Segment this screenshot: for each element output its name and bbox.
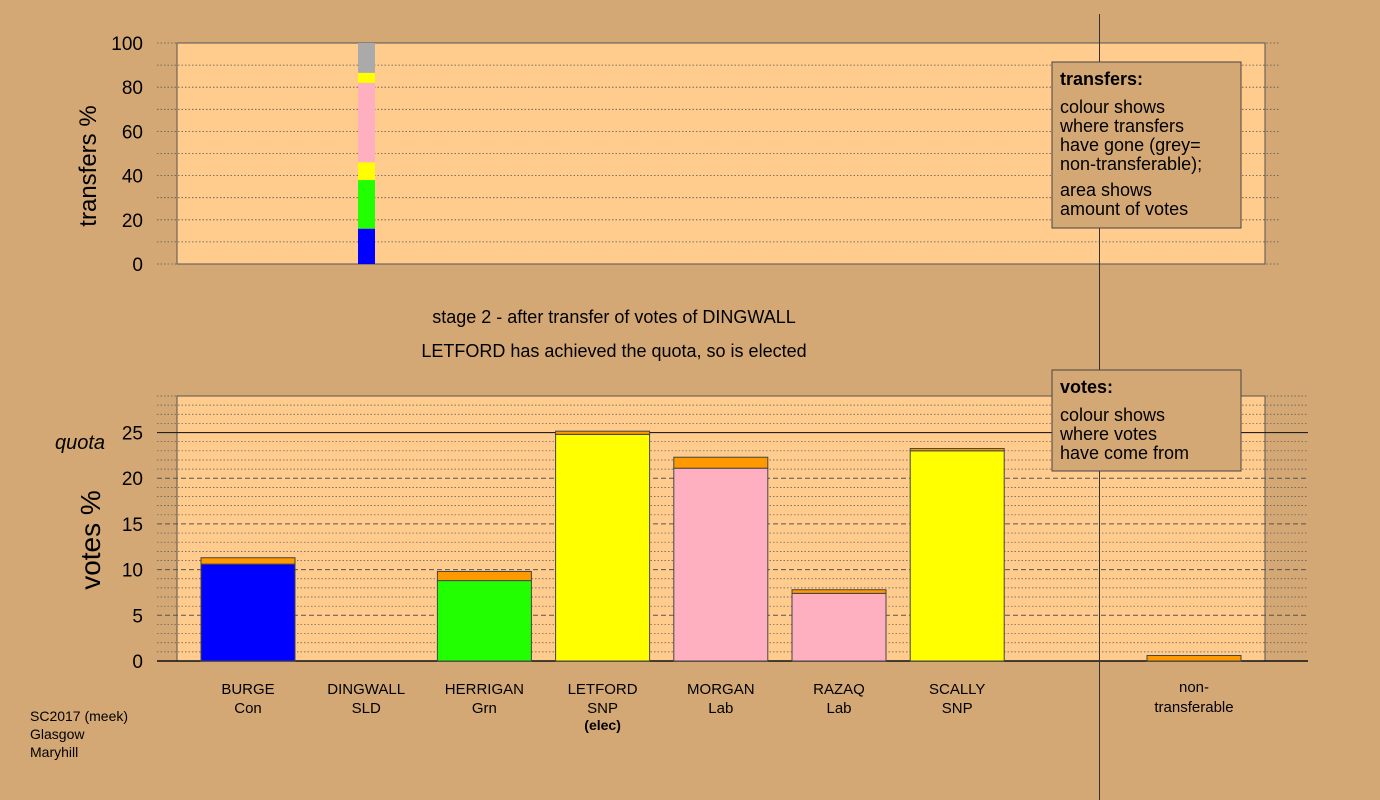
nontransferable-label: non- [1179,679,1209,696]
candidate-bar [555,433,651,662]
candidate-bar [200,563,296,662]
votes-bars [200,430,1242,662]
votes-candidate-labels: BURGE Con DINGWALL SLD HERRIGAN Grn LETFORD SNP… [221,679,1233,733]
votes-legend-line: colour shows [1060,405,1165,425]
stage-subtitle: LETFORD has achieved the quota, so is el… [421,341,806,361]
votes-legend: votes: colour shows where votes have com… [1051,369,1242,472]
candidate-name: BURGE [221,681,274,698]
transfer-segment [358,43,375,73]
votes-y-tick-label: 25 [122,424,143,445]
candidate-name: RAZAQ [813,681,865,698]
transfer-segment [358,180,375,229]
footer-council: Glasgow [30,726,85,742]
nontransferable-label: transferable [1154,699,1233,716]
votes-y-tick-label: 5 [132,606,143,627]
candidate-name: LETFORD [568,681,638,698]
candidate-transfer-bar [791,589,887,594]
quota-label: quota [55,432,105,454]
candidate-transfer-bar [200,557,296,565]
transfers-y-tick-label: 80 [122,78,143,99]
votes-y-tick-label: 15 [122,515,143,536]
votes-legend-line: where votes [1059,424,1157,444]
candidate-name: MORGAN [687,681,755,698]
footer-ward: Maryhill [30,744,78,760]
transfers-bar-segments [358,43,375,264]
transfers-legend-line: colour shows [1060,97,1165,117]
candidate-transfer-bar [555,430,651,435]
nontransferable-bar [1146,655,1242,662]
candidate-bar [436,580,532,662]
transfers-y-axis-label: transfers % [75,105,102,226]
transfers-y-tick-label: 40 [122,167,143,188]
candidate-party: Grn [472,700,497,717]
candidate-transfer-bar [673,456,769,469]
transfers-legend-line: amount of votes [1060,199,1188,219]
votes-y-axis-label: votes % [75,490,106,590]
stage-title: stage 2 - after transfer of votes of DIN… [432,307,795,327]
transfers-y-tick-label: 100 [111,34,143,55]
candidate-name: DINGWALL [327,681,405,698]
votes-y-tick-label: 0 [132,652,143,673]
candidate-elected-marker: (elec) [584,717,621,733]
candidate-party: Lab [708,700,733,717]
transfers-y-tick-label: 20 [122,211,143,232]
transfer-segment [358,162,375,181]
transfer-segment [358,72,375,83]
candidate-name: HERRIGAN [445,681,524,698]
candidate-party: SNP [587,700,618,717]
candidate-bar [673,467,769,662]
transfer-segment [358,82,375,163]
footer-election: SC2017 (meek) [30,708,128,724]
candidate-bar [791,592,887,662]
candidate-transfer-bar [909,448,1005,452]
votes-y-tick-label: 10 [122,561,143,582]
transfers-legend-line: have gone (grey= [1060,135,1201,155]
transfers-legend-line: where transfers [1059,116,1184,136]
transfers-legend-title: transfers: [1060,69,1143,89]
votes-y-tick-labels: 0 5 10 15 20 25 [122,424,143,673]
transfers-legend-line: area shows [1060,180,1152,200]
candidate-name: SCALLY [929,681,985,698]
candidate-transfer-bar [436,570,532,582]
candidate-party: SLD [352,700,381,717]
candidate-party: Lab [826,700,851,717]
votes-legend-title: votes: [1060,377,1113,397]
transfer-segment [358,228,375,264]
transfers-y-tick-label: 60 [122,122,143,143]
transfers-y-tick-label: 0 [132,255,143,276]
votes-legend-line: have come from [1060,443,1189,463]
candidate-bar [909,450,1005,662]
candidate-party: SNP [942,700,973,717]
transfers-legend-line: non-transferable); [1060,154,1202,174]
candidate-party: Con [234,700,262,717]
transfers-y-tick-labels: 0 20 40 60 80 100 [111,34,143,276]
transfers-legend: transfers: colour shows where transfers … [1051,61,1242,229]
votes-y-tick-label: 20 [122,469,143,490]
